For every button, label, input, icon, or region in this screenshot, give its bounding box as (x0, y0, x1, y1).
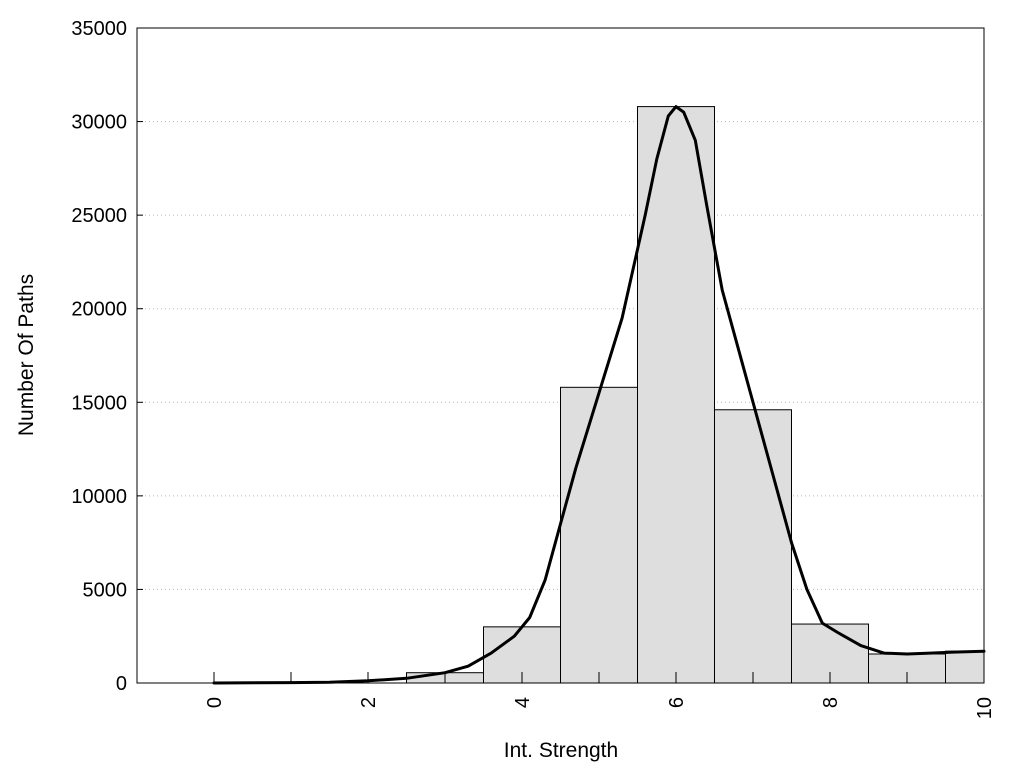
histogram-bar (945, 650, 985, 684)
x-tick-label: 2 (358, 697, 380, 708)
plot-frame (136, 27, 985, 684)
y-tick-label: 30000 (71, 112, 127, 134)
fit-curve-line (212, 105, 986, 685)
y-tick-label: 25000 (71, 205, 127, 227)
y-tick-label: 5000 (83, 579, 128, 601)
y-tick-label: 15000 (71, 392, 127, 414)
bars (406, 106, 985, 684)
x-tick-label: 0 (204, 697, 226, 708)
y-axis-title: Number Of Paths (15, 274, 38, 436)
x-tick-label: 6 (666, 697, 688, 708)
y-tick-label: 0 (116, 673, 127, 695)
x-tick-label: 4 (512, 697, 534, 708)
y-tick-label: 20000 (71, 299, 127, 321)
y-axis-ticks: 0 5000 10000 15000 20000 25000 30000 35000 (71, 18, 143, 695)
histogram-bar (560, 386, 638, 684)
x-axis-title: Int. Strength (504, 739, 618, 762)
histogram-bar (714, 409, 792, 684)
x-tick-label: 8 (820, 697, 842, 708)
y-tick-label: 35000 (71, 18, 127, 40)
y-tick-label: 10000 (71, 486, 127, 508)
x-axis-ticks: 0 2 4 6 8 10 (204, 672, 996, 719)
x-tick-label: 10 (974, 697, 996, 719)
